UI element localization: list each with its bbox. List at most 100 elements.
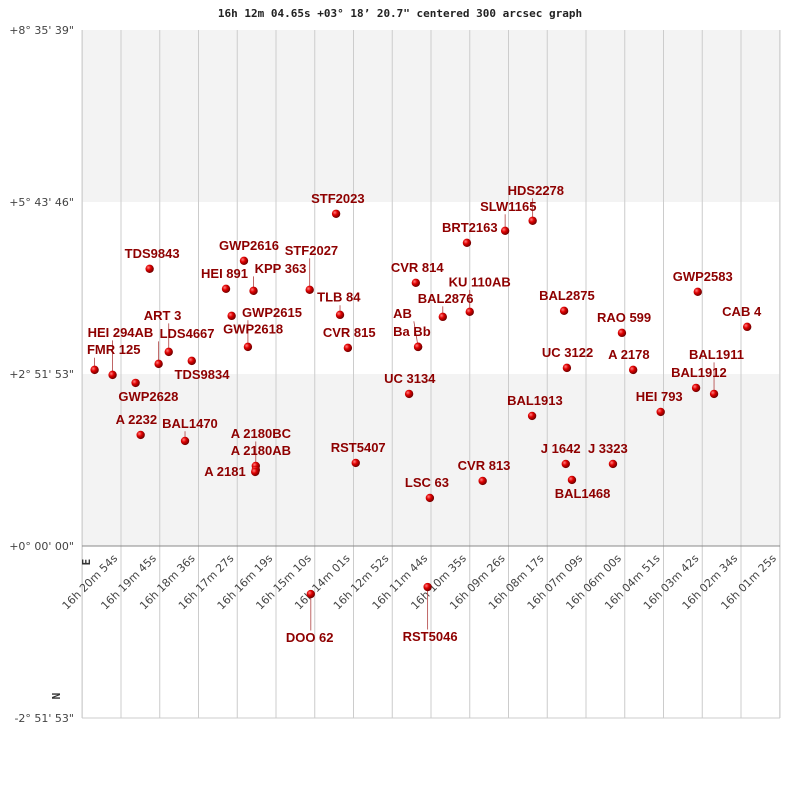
star-point[interactable]: AB [393,306,423,352]
star-marker[interactable] [136,430,145,440]
star-point[interactable]: FMR 125 [87,342,140,375]
grid-lines [81,30,781,719]
star-point[interactable]: SLW1165 [480,199,537,235]
star-point[interactable]: TDS9834 [175,356,231,382]
star-marker[interactable] [709,389,719,399]
star-marker[interactable] [154,359,163,369]
star-marker[interactable] [90,365,99,375]
star-marker[interactable] [465,307,474,317]
star-marker[interactable] [243,342,253,352]
star-point[interactable]: UC 3134 [384,371,436,399]
star-marker[interactable] [335,310,345,320]
star-point[interactable]: RST5046 [403,582,458,644]
star-marker[interactable] [413,342,423,352]
star-marker[interactable] [331,209,341,218]
star-point[interactable]: STF2023 [311,191,365,218]
star-marker[interactable] [251,467,260,477]
star-marker[interactable] [305,285,314,295]
star-marker[interactable] [221,284,231,294]
star-point[interactable]: UC 3122 [542,345,593,373]
star-point[interactable]: A 2232 [116,412,157,440]
star-point[interactable]: BAL1912 [671,365,727,393]
star-label: LSC 63 [405,475,449,490]
star-marker[interactable] [180,436,190,446]
star-marker[interactable] [306,589,316,599]
star-point[interactable]: HEI 793 [636,389,683,417]
star-point[interactable]: HDS2278 [508,183,564,225]
star-point[interactable]: DOO 62 [286,589,334,645]
star-point[interactable]: A 2178 [608,347,650,375]
star-marker[interactable] [227,311,236,321]
star-point[interactable]: GWP2583 [673,269,733,297]
star-marker[interactable] [559,306,569,316]
star-marker[interactable] [145,264,154,274]
star-point[interactable]: GWP2615 [242,305,302,352]
star-marker[interactable] [628,365,638,375]
y-tick-label: +0° 00' 00" [9,540,74,553]
star-point[interactable]: RAO 599 [597,310,651,338]
star-marker[interactable] [411,278,421,288]
star-marker[interactable] [249,286,258,296]
star-marker[interactable] [691,383,701,393]
star-point[interactable]: BAL1470 [162,416,218,446]
star-point[interactable]: CVR 813 [458,458,511,486]
star-marker[interactable] [561,459,570,469]
star-point[interactable]: BRT2163 [442,220,498,247]
star-point[interactable]: A 2181 [204,464,260,479]
star-point[interactable]: CVR 815 [323,325,376,353]
star-marker[interactable] [108,370,117,380]
star-marker[interactable] [187,356,196,366]
star-marker[interactable] [164,347,173,357]
label-leader-line [413,321,419,347]
star-point[interactable]: BAL2876 [418,291,474,322]
star-point[interactable]: CVR 814 [391,260,445,288]
star-marker[interactable] [617,328,627,338]
star-marker[interactable] [343,343,353,353]
star-point[interactable]: TLB 84 [317,290,361,320]
star-point[interactable]: STF2027 [285,243,338,295]
star-marker[interactable] [462,238,472,247]
star-label: J 3323 [588,441,628,456]
star-point[interactable]: TDS9843 [125,246,180,274]
star-point[interactable]: J 1642 [541,441,581,469]
star-point[interactable]: BAL2875 [539,288,595,316]
star-marker[interactable] [239,256,249,266]
star-label: GWP2615 [242,305,302,320]
star-marker[interactable] [131,378,140,388]
star-marker[interactable] [425,493,435,503]
star-point[interactable]: KPP 363 [249,261,306,296]
star-point[interactable]: ART 3 [144,308,182,357]
star-marker[interactable] [438,312,447,322]
star-point[interactable]: BAL1913 [507,393,563,421]
star-point[interactable]: GWP2628 [118,378,178,404]
star-point[interactable]: GWP2618 [223,311,283,337]
star-label: GWP2628 [118,389,178,404]
star-point[interactable]: LDS4667 [154,326,215,369]
star-point[interactable]: HEI 294AB [88,325,154,380]
star-marker[interactable] [423,582,432,592]
star-point[interactable]: LSC 63 [405,475,449,503]
star-marker[interactable] [527,411,537,421]
star-marker[interactable] [567,475,577,485]
star-marker[interactable] [656,407,665,417]
star-point[interactable]: J 3323 [588,441,628,469]
star-marker[interactable] [500,226,510,235]
star-point[interactable]: BAL1911 [689,347,744,399]
star-marker[interactable] [693,287,702,297]
star-point[interactable]: RST5407 [331,440,386,468]
star-label: BAL2875 [539,288,595,303]
star-point[interactable]: GWP2616 [219,238,279,266]
star-marker[interactable] [351,458,360,468]
star-label: RST5046 [403,629,458,644]
star-point[interactable]: BAL1468 [555,475,611,501]
star-label: CVR 813 [458,458,511,473]
star-marker[interactable] [528,216,537,225]
star-point[interactable]: HEI 891 [201,266,248,294]
star-marker[interactable] [608,459,618,469]
star-point[interactable]: KU 110AB [449,274,511,317]
star-marker[interactable] [404,389,414,399]
star-marker[interactable] [742,322,752,332]
star-marker[interactable] [562,363,572,373]
star-point[interactable]: CAB 4 [722,304,762,332]
star-marker[interactable] [478,476,487,486]
